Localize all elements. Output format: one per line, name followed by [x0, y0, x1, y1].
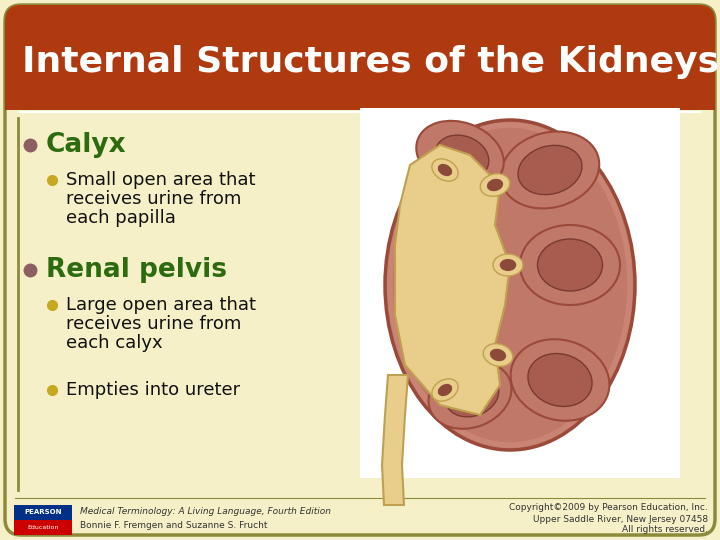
Ellipse shape	[493, 254, 523, 276]
Ellipse shape	[490, 349, 506, 361]
Ellipse shape	[538, 239, 603, 291]
Text: Copyright©2009 by Pearson Education, Inc.: Copyright©2009 by Pearson Education, Inc…	[509, 503, 708, 512]
Text: each papilla: each papilla	[66, 209, 176, 227]
Ellipse shape	[487, 179, 503, 191]
Text: All rights reserved.: All rights reserved.	[622, 525, 708, 535]
Text: Large open area that: Large open area that	[66, 296, 256, 314]
FancyBboxPatch shape	[5, 5, 715, 110]
Bar	[360, 108, 680, 478]
Text: Bonnie F. Fremgen and Suzanne S. Frucht: Bonnie F. Fremgen and Suzanne S. Frucht	[80, 522, 268, 530]
Text: receives urine from: receives urine from	[66, 190, 241, 208]
Ellipse shape	[480, 174, 510, 197]
Ellipse shape	[528, 354, 592, 407]
Ellipse shape	[438, 164, 452, 176]
Text: Small open area that: Small open area that	[66, 171, 256, 189]
Bar	[14, 520, 72, 535]
Ellipse shape	[435, 135, 489, 179]
Text: PEARSON: PEARSON	[24, 510, 62, 516]
Bar	[14, 505, 72, 520]
Text: receives urine from: receives urine from	[66, 315, 241, 333]
Polygon shape	[395, 145, 510, 415]
Ellipse shape	[432, 159, 458, 181]
Ellipse shape	[445, 373, 499, 417]
Ellipse shape	[500, 259, 516, 271]
Text: Renal pelvis: Renal pelvis	[46, 257, 227, 283]
Text: Calyx: Calyx	[46, 132, 127, 158]
Ellipse shape	[520, 225, 620, 305]
Text: each calyx: each calyx	[66, 334, 163, 352]
Ellipse shape	[510, 339, 609, 421]
Ellipse shape	[416, 121, 504, 189]
Text: Education: Education	[27, 525, 59, 530]
Ellipse shape	[483, 343, 513, 366]
Text: Upper Saddle River, New Jersey 07458: Upper Saddle River, New Jersey 07458	[533, 515, 708, 523]
FancyBboxPatch shape	[5, 5, 715, 535]
Ellipse shape	[518, 145, 582, 194]
Text: Empties into ureter: Empties into ureter	[66, 381, 240, 399]
Ellipse shape	[500, 132, 599, 208]
Ellipse shape	[432, 379, 458, 401]
Polygon shape	[382, 375, 408, 505]
Text: Internal Structures of the Kidneys: Internal Structures of the Kidneys	[22, 45, 719, 79]
Ellipse shape	[428, 361, 511, 429]
Ellipse shape	[385, 120, 635, 450]
Text: Medical Terminology: A Living Language, Fourth Edition: Medical Terminology: A Living Language, …	[80, 507, 331, 516]
Ellipse shape	[438, 384, 452, 396]
Bar	[5, 80, 715, 110]
